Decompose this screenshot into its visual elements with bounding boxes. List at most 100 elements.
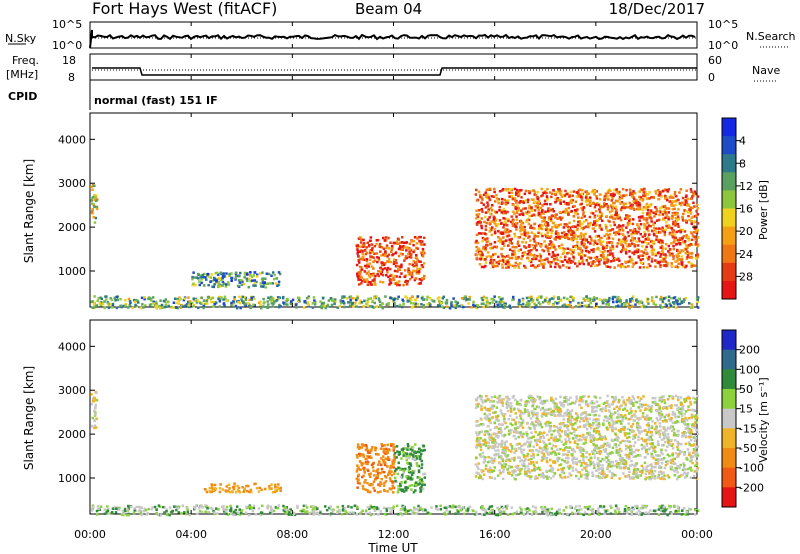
data-cell [492, 459, 496, 463]
data-cell [690, 431, 693, 434]
data-cell [582, 211, 585, 214]
data-cell [415, 270, 419, 273]
data-cell [507, 263, 510, 266]
data-cell [244, 304, 247, 307]
data-cell [552, 210, 556, 213]
data-cell [545, 202, 549, 206]
data-cell [560, 231, 564, 235]
data-cell [617, 238, 621, 241]
data-cell [617, 419, 620, 423]
data-cell [398, 245, 402, 248]
data-cell [510, 237, 513, 241]
data-cell [525, 296, 529, 300]
data-cell [418, 282, 421, 285]
data-cell [652, 226, 656, 230]
data-cell [547, 209, 550, 213]
data-cell [484, 215, 487, 219]
data-cell [621, 229, 625, 232]
data-cell [636, 204, 640, 207]
data-cell [398, 450, 401, 454]
data-cell [572, 245, 575, 248]
data-cell [521, 299, 524, 302]
data-cell [560, 467, 563, 471]
data-cell [387, 275, 390, 279]
data-cell [492, 253, 495, 256]
data-cell [480, 201, 483, 204]
data-cell [514, 225, 517, 228]
data-cell [545, 296, 548, 300]
data-cell [361, 258, 365, 261]
data-cell [693, 235, 697, 238]
data-cell [689, 188, 693, 191]
data-cell [584, 225, 588, 228]
data-cell [551, 304, 555, 307]
data-cell [648, 211, 651, 215]
data-cell [124, 302, 127, 306]
data-cell [537, 199, 541, 203]
data-cell [438, 296, 441, 299]
data-cell [250, 296, 253, 299]
data-cell [659, 418, 662, 421]
data-cell [260, 285, 263, 288]
data-cell [147, 296, 151, 299]
data-cell [170, 305, 173, 309]
data-cell [633, 467, 636, 471]
data-cell [450, 304, 453, 308]
data-cell [665, 413, 668, 417]
data-cell [349, 298, 352, 302]
data-cell [208, 296, 212, 299]
data-cell [626, 217, 630, 220]
data-cell [537, 264, 541, 267]
data-cell [553, 192, 557, 196]
data-cell [357, 478, 360, 481]
data-cell [232, 300, 235, 303]
data-cell [692, 409, 696, 412]
data-cell [618, 406, 621, 409]
data-cell [642, 468, 645, 472]
data-cell [414, 484, 418, 487]
data-cell [571, 458, 574, 462]
data-cell [672, 244, 675, 248]
data-cell [399, 482, 402, 486]
data-cell [523, 251, 527, 254]
data-cell [590, 260, 593, 264]
data-cell [580, 301, 584, 305]
data-cell [249, 306, 252, 310]
data-cell [484, 464, 488, 467]
data-cell [629, 243, 632, 247]
data-cell [584, 249, 588, 253]
data-cell [488, 227, 492, 230]
data-cell [615, 230, 618, 234]
data-cell [550, 255, 554, 259]
data-cell [551, 251, 555, 254]
data-cell [669, 419, 672, 422]
data-cell [674, 203, 677, 207]
data-cell [666, 262, 669, 265]
data-cell [255, 275, 259, 278]
data-cell [588, 235, 592, 238]
data-cell [531, 396, 534, 400]
data-cell [573, 450, 577, 453]
data-cell [634, 303, 637, 306]
data-cell [253, 279, 256, 282]
data-cell [613, 193, 616, 196]
data-cell [482, 193, 486, 197]
data-cell [474, 241, 477, 244]
data-cell [680, 258, 684, 261]
data-cell [556, 448, 559, 451]
data-cell [487, 456, 490, 459]
data-cell [680, 414, 684, 418]
data-cell [622, 202, 626, 206]
data-cell [632, 444, 635, 448]
data-cell [416, 237, 419, 240]
data-cell [397, 487, 401, 491]
data-cell [374, 274, 377, 278]
data-cell [356, 481, 360, 485]
data-cell [598, 197, 602, 201]
data-cell [513, 459, 516, 462]
data-cell [596, 264, 599, 267]
data-cell [360, 443, 364, 446]
data-cell [494, 264, 497, 268]
data-cell [668, 302, 671, 306]
data-cell [562, 403, 566, 407]
